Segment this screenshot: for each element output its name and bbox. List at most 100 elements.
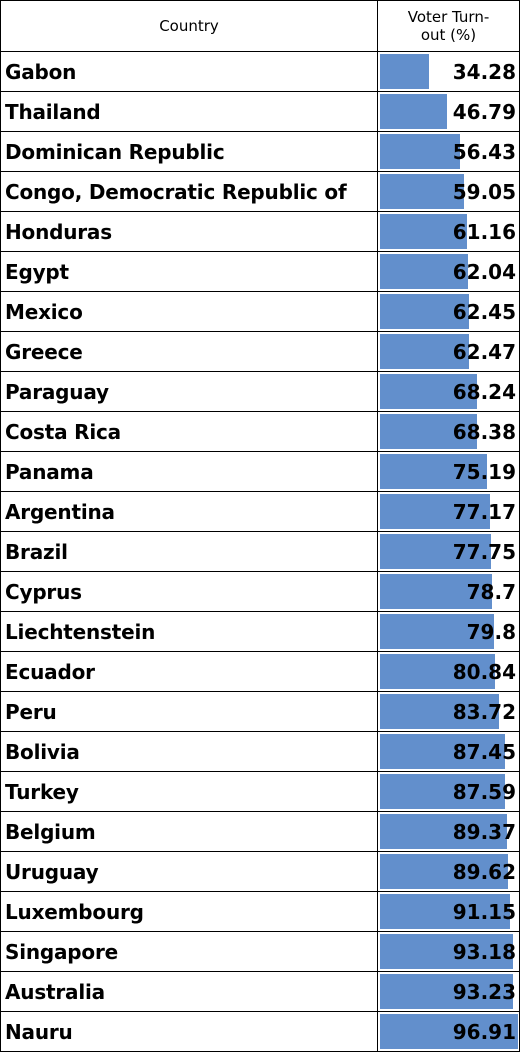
country-cell: Greece [1,332,378,372]
value-cell: 78.7 [378,572,520,612]
value-cell: 68.38 [378,412,520,452]
value-text: 75.19 [452,459,516,484]
value-text: 87.45 [452,739,516,764]
data-bar [380,254,469,289]
value-cell: 87.45 [378,732,520,772]
value-cell: 89.62 [378,852,520,892]
value-cell: 62.04 [378,252,520,292]
data-bar [380,774,505,809]
country-cell: Mexico [1,292,378,332]
country-cell: Bolivia [1,732,378,772]
country-cell: Nauru [1,1012,378,1052]
value-cell: 83.72 [378,692,520,732]
value-cell: 34.28 [378,52,520,92]
value-text: 79.8 [466,619,516,644]
country-cell: Singapore [1,932,378,972]
country-cell: Belgium [1,812,378,852]
value-text: 78.7 [466,579,516,604]
data-bar [380,934,513,969]
value-text: 59.05 [452,179,516,204]
data-bar [380,54,429,89]
country-cell: Luxembourg [1,892,378,932]
value-cell: 59.05 [378,172,520,212]
value-cell: 62.45 [378,292,520,332]
country-cell: Argentina [1,492,378,532]
data-bar [380,854,508,889]
country-cell: Ecuador [1,652,378,692]
data-bar [380,374,478,409]
value-text: 68.38 [452,419,516,444]
country-cell: Brazil [1,532,378,572]
country-cell: Honduras [1,212,378,252]
value-text: 62.47 [452,339,516,364]
data-bar [380,894,510,929]
value-cell: 62.47 [378,332,520,372]
country-cell: Australia [1,972,378,1012]
country-cell: Turkey [1,772,378,812]
header-cell: Voter Turn-out (%) [378,1,520,52]
data-bar [380,94,447,129]
value-cell: 56.43 [378,132,520,172]
value-text: 93.18 [452,939,516,964]
value-text: 34.28 [452,59,516,84]
country-cell: Egypt [1,252,378,292]
data-bar [380,1014,518,1049]
value-cell: 68.24 [378,372,520,412]
value-cell: 87.59 [378,772,520,812]
value-cell: 80.84 [378,652,520,692]
value-cell: 77.75 [378,532,520,572]
header-text: Country [159,17,219,35]
value-text: 77.75 [452,539,516,564]
data-bar [380,494,490,529]
country-cell: Congo, Democratic Republic of [1,172,378,212]
value-text: 93.23 [452,979,516,1004]
value-text: 87.59 [452,779,516,804]
value-cell: 61.16 [378,212,520,252]
data-bar [380,614,494,649]
value-text: 77.17 [452,499,516,524]
value-cell: 91.15 [378,892,520,932]
value-text: 80.84 [452,659,516,684]
country-cell: Uruguay [1,852,378,892]
country-cell: Dominican Republic [1,132,378,172]
country-cell: Panama [1,452,378,492]
header-text: Voter Turn-out (%) [407,8,490,44]
value-text: 46.79 [452,99,516,124]
value-cell: 75.19 [378,452,520,492]
value-cell: 93.18 [378,932,520,972]
value-text: 61.16 [452,219,516,244]
value-text: 62.04 [452,259,516,284]
value-text: 83.72 [452,699,516,724]
value-text: 89.62 [452,859,516,884]
value-text: 68.24 [452,379,516,404]
country-cell: Liechtenstein [1,612,378,652]
country-cell: Gabon [1,52,378,92]
data-bar [380,134,461,169]
value-cell: 89.37 [378,812,520,852]
data-bar [380,334,469,369]
data-bar [380,414,478,449]
data-bar [380,294,469,329]
data-bar [380,454,488,489]
value-cell: 77.17 [378,492,520,532]
country-cell: Thailand [1,92,378,132]
value-text: 96.91 [452,1019,516,1044]
value-text: 56.43 [452,139,516,164]
country-cell: Costa Rica [1,412,378,452]
value-cell: 46.79 [378,92,520,132]
value-text: 91.15 [452,899,516,924]
data-bar [380,734,505,769]
data-bar [380,214,468,249]
header-cell: Country [1,1,378,52]
data-bar [380,694,500,729]
value-text: 62.45 [452,299,516,324]
data-bar [380,174,465,209]
value-text: 89.37 [452,819,516,844]
country-cell: Cyprus [1,572,378,612]
data-bar [380,574,493,609]
value-cell: 93.23 [378,972,520,1012]
data-bar [380,534,491,569]
data-bar [380,814,508,849]
data-bar [380,654,496,689]
